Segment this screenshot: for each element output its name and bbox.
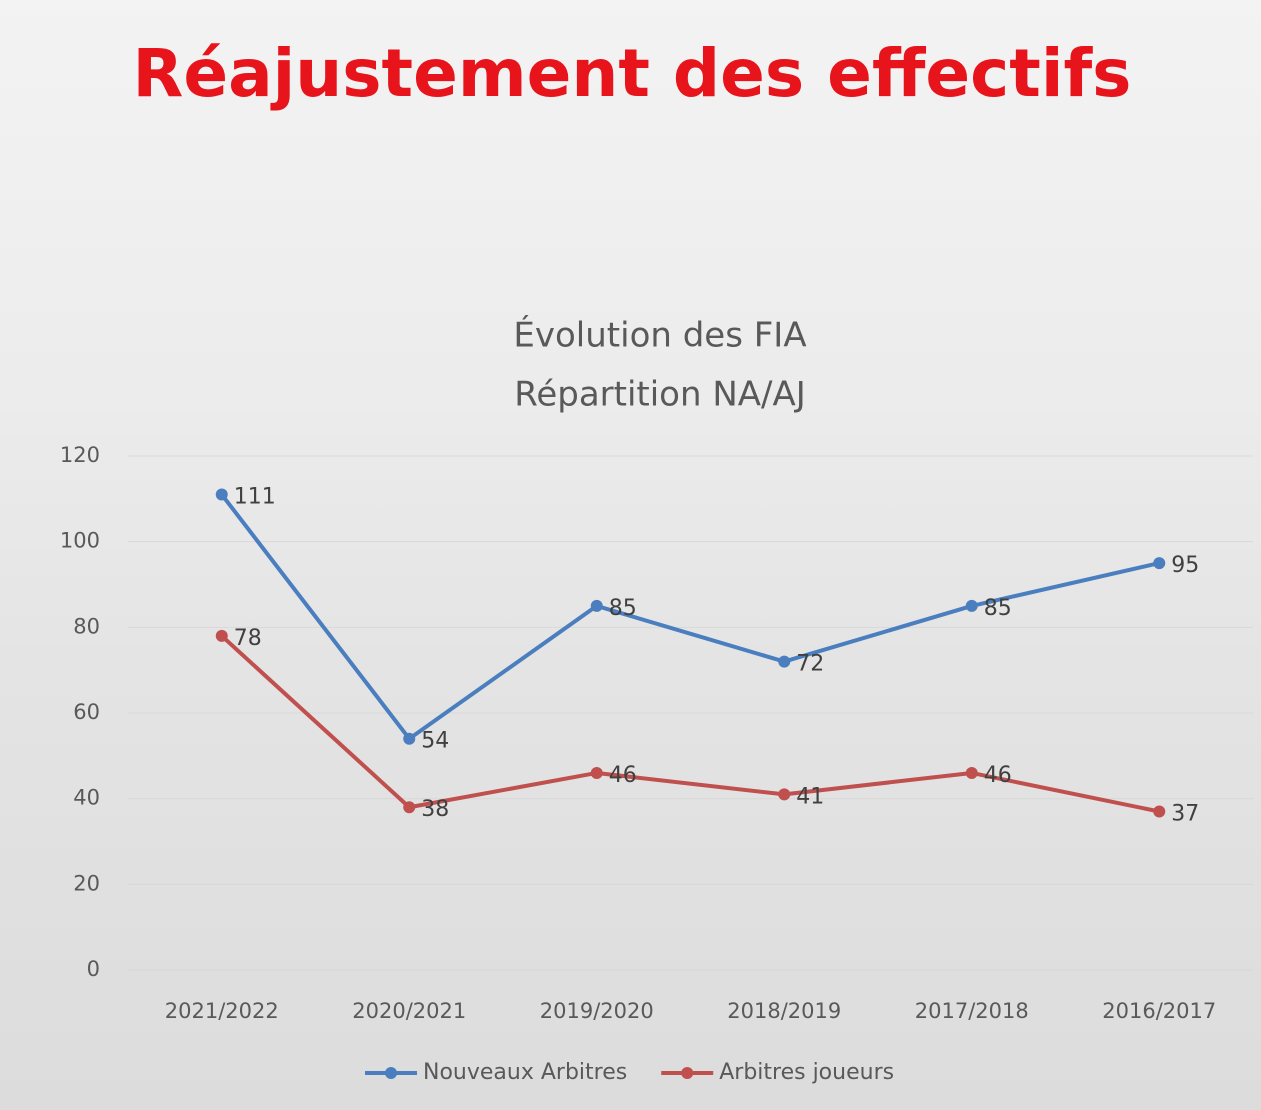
point-marker (403, 733, 415, 745)
point-marker (966, 767, 978, 779)
point-marker (1153, 557, 1165, 569)
point-marker (403, 801, 415, 813)
x-tick-label: 2017/2018 (915, 999, 1029, 1023)
data-label: 46 (609, 763, 637, 788)
series-line (222, 495, 1160, 739)
data-label: 38 (421, 797, 449, 822)
page-heading: Réajustement des effectifs (133, 35, 1132, 112)
point-marker (1153, 806, 1165, 818)
series-line (222, 636, 1160, 812)
data-label: 72 (796, 652, 824, 677)
point-marker (591, 767, 603, 779)
chart-title: Évolution des FIA (513, 315, 806, 356)
x-tick-label: 2019/2020 (540, 999, 654, 1023)
point-marker (966, 600, 978, 612)
y-tick-label: 0 (87, 957, 100, 981)
y-tick-label: 40 (73, 786, 100, 810)
chart-subtitle: Répartition NA/AJ (514, 375, 806, 415)
point-marker (778, 656, 790, 668)
legend-marker (385, 1067, 397, 1079)
y-tick-label: 20 (73, 871, 100, 895)
data-label: 95 (1171, 553, 1199, 578)
data-label: 46 (984, 763, 1012, 788)
data-label: 41 (796, 784, 824, 809)
x-tick-label: 2018/2019 (727, 999, 841, 1023)
point-marker (778, 788, 790, 800)
y-tick-label: 80 (73, 614, 100, 638)
legend-marker (681, 1067, 693, 1079)
data-label: 78 (234, 626, 262, 651)
chart: Réajustement des effectifs Évolution des… (0, 0, 1261, 1110)
data-label: 85 (609, 596, 637, 621)
data-label: 111 (234, 485, 276, 510)
data-label: 85 (984, 596, 1012, 621)
y-tick-label: 100 (60, 529, 100, 553)
x-tick-label: 2016/2017 (1102, 999, 1216, 1023)
data-label: 54 (421, 729, 449, 754)
legend-label: Nouveaux Arbitres (423, 1060, 627, 1085)
x-tick-label: 2020/2021 (352, 999, 466, 1023)
point-marker (591, 600, 603, 612)
x-tick-label: 2021/2022 (165, 999, 279, 1023)
legend-label: Arbitres joueurs (719, 1060, 894, 1085)
point-marker (216, 489, 228, 501)
data-label: 37 (1171, 802, 1199, 827)
point-marker (216, 630, 228, 642)
y-tick-label: 120 (60, 443, 100, 467)
y-tick-label: 60 (73, 700, 100, 724)
